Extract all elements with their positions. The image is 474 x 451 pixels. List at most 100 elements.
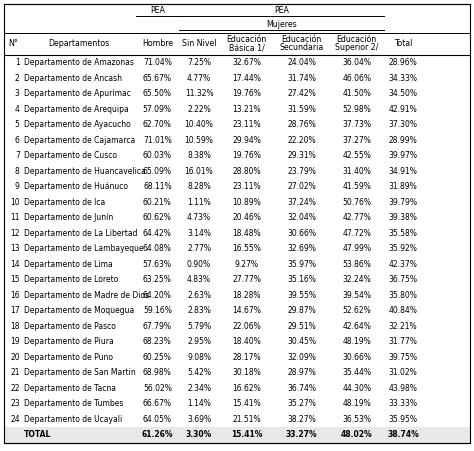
Text: 68.98%: 68.98%: [143, 368, 172, 377]
Text: 2.22%: 2.22%: [187, 105, 211, 114]
Bar: [4, 55, 470, 70]
Text: Básica 1/: Básica 1/: [229, 43, 264, 52]
Text: 19.76%: 19.76%: [232, 151, 261, 160]
Text: 28.99%: 28.99%: [389, 136, 417, 145]
Text: Departamento de Lambayeque: Departamento de Lambayeque: [24, 244, 143, 253]
Bar: [4, 257, 470, 272]
Text: 57.09%: 57.09%: [143, 105, 172, 114]
Text: 66.67%: 66.67%: [143, 399, 172, 408]
Text: 16.55%: 16.55%: [232, 244, 261, 253]
Text: 8.38%: 8.38%: [187, 151, 211, 160]
Text: 39.75%: 39.75%: [388, 353, 418, 362]
Text: 13: 13: [10, 244, 20, 253]
Text: 52.98%: 52.98%: [342, 105, 371, 114]
Text: 29.31%: 29.31%: [287, 151, 316, 160]
Text: 31.77%: 31.77%: [389, 337, 417, 346]
Text: 28.17%: 28.17%: [232, 353, 261, 362]
Text: 22.20%: 22.20%: [287, 136, 316, 145]
Text: Hombre: Hombre: [142, 40, 173, 49]
Text: 35.95%: 35.95%: [388, 415, 418, 424]
Bar: [4, 179, 470, 194]
Text: 71.04%: 71.04%: [143, 58, 172, 67]
Text: 60.62%: 60.62%: [143, 213, 172, 222]
Text: 15.41%: 15.41%: [232, 399, 261, 408]
Text: Departamento de Ucayali: Departamento de Ucayali: [24, 415, 122, 424]
Text: 64.05%: 64.05%: [143, 415, 172, 424]
Text: 23.79%: 23.79%: [287, 167, 316, 176]
Text: 60.25%: 60.25%: [143, 353, 172, 362]
Bar: [4, 272, 470, 287]
Text: 23.11%: 23.11%: [232, 120, 261, 129]
Text: 39.97%: 39.97%: [388, 151, 418, 160]
Text: 29.51%: 29.51%: [287, 322, 316, 331]
Text: 15.41%: 15.41%: [231, 430, 263, 439]
Text: 3.30%: 3.30%: [186, 430, 212, 439]
Text: 1.14%: 1.14%: [187, 399, 211, 408]
Text: 33.27%: 33.27%: [286, 430, 318, 439]
Text: 35.80%: 35.80%: [389, 291, 417, 300]
Text: Mujeres: Mujeres: [266, 20, 297, 29]
Text: 36.74%: 36.74%: [287, 384, 316, 393]
Bar: [4, 350, 470, 365]
Text: 32.21%: 32.21%: [389, 322, 417, 331]
Text: Departamento de Apurímac: Departamento de Apurímac: [24, 89, 130, 98]
Text: 60.03%: 60.03%: [143, 151, 172, 160]
Text: 37.27%: 37.27%: [342, 136, 371, 145]
Text: 16.62%: 16.62%: [232, 384, 261, 393]
Text: 64.20%: 64.20%: [143, 291, 172, 300]
Text: 48.02%: 48.02%: [341, 430, 373, 439]
Bar: [4, 194, 470, 210]
Text: 43.98%: 43.98%: [389, 384, 417, 393]
Text: 2: 2: [15, 74, 20, 83]
Text: 15: 15: [10, 275, 20, 284]
Text: 27.77%: 27.77%: [232, 275, 261, 284]
Bar: [4, 411, 470, 427]
Text: 29.94%: 29.94%: [232, 136, 261, 145]
Text: 14: 14: [10, 260, 20, 269]
Text: 23.11%: 23.11%: [232, 182, 261, 191]
Text: 36.75%: 36.75%: [388, 275, 418, 284]
Text: 16: 16: [10, 291, 20, 300]
Text: Departamento de Amazonas: Departamento de Amazonas: [24, 58, 134, 67]
Bar: [4, 164, 470, 179]
Text: 10.59%: 10.59%: [184, 136, 213, 145]
Text: 57.63%: 57.63%: [143, 260, 172, 269]
Text: 2.34%: 2.34%: [187, 384, 211, 393]
Text: 65.67%: 65.67%: [143, 74, 172, 83]
Bar: [4, 287, 470, 303]
Text: Departamento de La Libertad: Departamento de La Libertad: [24, 229, 137, 238]
Bar: [4, 226, 470, 241]
Text: 39.38%: 39.38%: [389, 213, 417, 222]
Text: 34.91%: 34.91%: [389, 167, 417, 176]
Text: 18: 18: [10, 322, 20, 331]
Text: 39.55%: 39.55%: [287, 291, 316, 300]
Text: 1: 1: [15, 58, 20, 67]
Text: 44.30%: 44.30%: [342, 384, 371, 393]
Text: Departamento de Tacna: Departamento de Tacna: [24, 384, 116, 393]
Text: 2.77%: 2.77%: [187, 244, 211, 253]
Text: 65.09%: 65.09%: [143, 167, 172, 176]
Text: 19: 19: [10, 337, 20, 346]
Text: TOTAL: TOTAL: [24, 430, 51, 439]
Text: Departamento de Junín: Departamento de Junín: [24, 213, 113, 222]
Text: 2.83%: 2.83%: [187, 306, 211, 315]
Bar: [4, 241, 470, 257]
Text: Superior 2/: Superior 2/: [335, 43, 378, 52]
Text: 1.11%: 1.11%: [187, 198, 211, 207]
Text: 35.92%: 35.92%: [389, 244, 417, 253]
Text: 9.27%: 9.27%: [235, 260, 259, 269]
Text: 24.04%: 24.04%: [287, 58, 316, 67]
Text: 5.79%: 5.79%: [187, 322, 211, 331]
Text: 3: 3: [15, 89, 20, 98]
Text: 41.59%: 41.59%: [342, 182, 371, 191]
Text: 47.99%: 47.99%: [342, 244, 371, 253]
Bar: [4, 427, 470, 442]
Text: 10.89%: 10.89%: [232, 198, 261, 207]
Text: 39.79%: 39.79%: [388, 198, 418, 207]
Text: 39.54%: 39.54%: [342, 291, 371, 300]
Text: 3.14%: 3.14%: [187, 229, 211, 238]
Text: 4.73%: 4.73%: [187, 213, 211, 222]
Text: Departamento de Loreto: Departamento de Loreto: [24, 275, 118, 284]
Text: 22.06%: 22.06%: [232, 322, 261, 331]
Text: 6: 6: [15, 136, 20, 145]
